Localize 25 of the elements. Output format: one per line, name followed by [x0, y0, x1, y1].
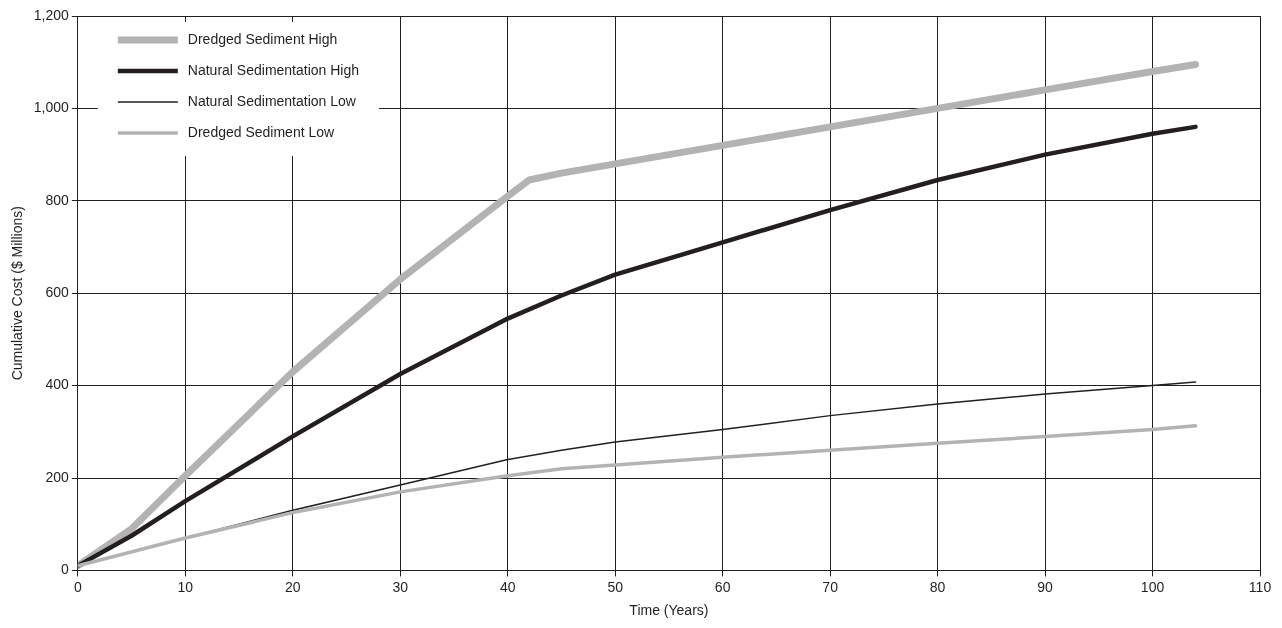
legend-label: Natural Sedimentation Low: [187, 92, 357, 109]
legend-label: Natural Sedimentation High: [187, 61, 360, 78]
x-tick-label: 40: [499, 578, 516, 595]
y-axis-title: Cumulative Cost ($ Millions): [9, 206, 26, 381]
legend-label: Dredged Sediment Low: [187, 123, 336, 140]
x-tick-label: 70: [822, 578, 839, 595]
y-tick-label: 200: [45, 468, 70, 485]
y-tick-label: 1,200: [33, 6, 70, 23]
x-tick-label: 90: [1037, 578, 1054, 595]
y-tick-label: 800: [45, 191, 70, 208]
x-tick-label: 50: [607, 578, 624, 595]
x-tick-label: 0: [73, 578, 82, 595]
x-axis-title: Time (Years): [629, 602, 709, 619]
y-tick-label: 400: [45, 376, 70, 393]
x-tick-label: 100: [1140, 578, 1165, 595]
x-tick-label: 110: [1248, 578, 1272, 595]
y-tick-label: 1,000: [33, 99, 70, 116]
x-tick-label: 60: [714, 578, 731, 595]
x-tick-label: 10: [177, 578, 194, 595]
y-tick-label: 600: [45, 284, 70, 301]
x-tick-label: 80: [929, 578, 946, 595]
legend-label: Dredged Sediment High: [187, 30, 338, 47]
y-tick-label: 0: [61, 561, 70, 578]
x-tick-label: 30: [392, 578, 409, 595]
x-tick-label: 20: [284, 578, 301, 595]
